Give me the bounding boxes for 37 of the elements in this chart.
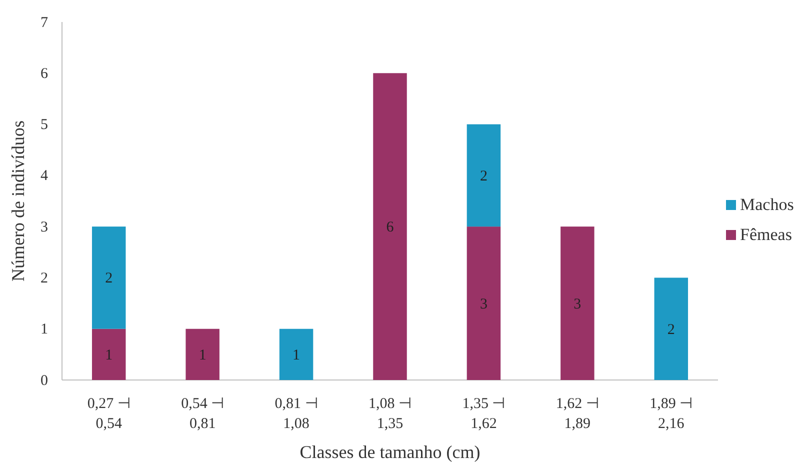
x-tick-label: 1,35 ⊣ 1,62 <box>462 396 506 432</box>
bar <box>279 328 314 380</box>
y-tick-label: 0 <box>40 372 48 389</box>
legend-label: Machos <box>740 195 794 214</box>
data-label: 6 <box>386 220 394 236</box>
y-tick-label: 7 <box>40 14 48 31</box>
x-axis-title: Classes de tamanho (cm) <box>300 442 480 462</box>
y-tick-label: 5 <box>40 117 48 134</box>
bar <box>373 73 407 380</box>
data-label: 1 <box>198 347 206 364</box>
data-label: 2 <box>105 270 113 287</box>
bar <box>466 226 501 380</box>
x-tick-label: 1,89 ⊣ 2,16 <box>650 396 693 432</box>
bar <box>466 124 501 227</box>
x-tick-label: 0,81 ⊣ 1,08 <box>274 396 318 432</box>
legend-label: Fêmeas <box>740 225 792 244</box>
data-label: 2 <box>480 168 488 184</box>
data-label: 2 <box>667 322 675 338</box>
y-tick-label: 4 <box>40 168 48 184</box>
y-tick-label: 6 <box>40 66 48 82</box>
data-label: 1 <box>292 347 300 364</box>
data-label: 3 <box>480 296 488 312</box>
bar <box>92 328 126 380</box>
bar <box>654 278 688 380</box>
bar <box>92 226 126 329</box>
x-tick-label: 1,62 ⊣ 1,89 <box>556 396 599 432</box>
data-label: 3 <box>574 296 582 312</box>
x-tick-label: 0,54 ⊣ 0,81 <box>181 396 224 432</box>
y-tick-label: 2 <box>40 270 48 287</box>
x-tick-label: 1,08 ⊣ 1,35 <box>368 396 412 432</box>
data-label: 1 <box>105 347 113 364</box>
y-tick-label: 1 <box>40 322 48 338</box>
x-tick-label: 0,27 ⊣ 0,54 <box>87 396 130 432</box>
y-tick-label: 3 <box>40 219 48 236</box>
bar <box>560 226 594 380</box>
y-axis-title: Número de indivíduos <box>8 120 28 282</box>
bar <box>186 328 220 380</box>
